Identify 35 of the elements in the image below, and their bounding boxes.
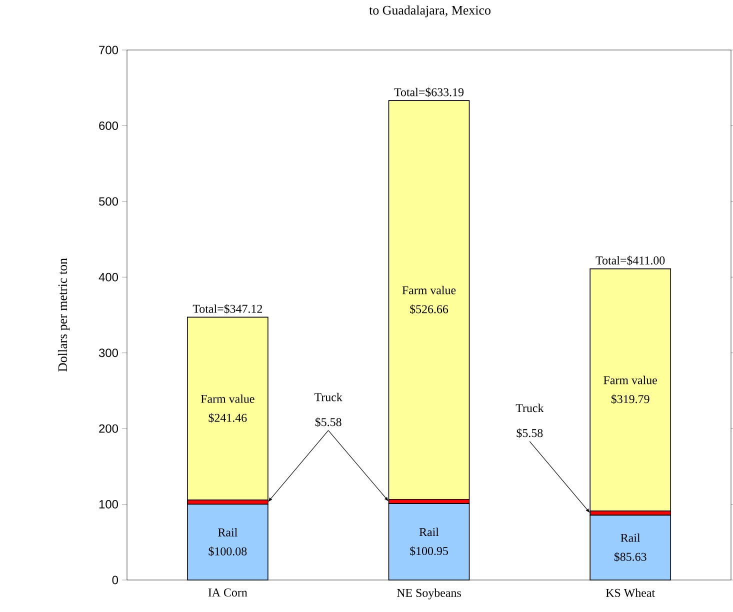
series-label: Rail <box>620 534 640 542</box>
series-label: Farm value <box>402 286 456 294</box>
y-tick-label: 500 <box>99 197 118 206</box>
total-label: Total=$347.12 <box>192 304 262 314</box>
chart-title: to Guadalajara, Mexico <box>369 6 490 18</box>
total-label: Total=$633.19 <box>394 87 464 98</box>
annotation: Truck <box>314 392 342 402</box>
y-tick-label: 100 <box>99 500 118 509</box>
y-tick-label: 400 <box>98 272 118 282</box>
data-label: $526.66 <box>410 304 448 314</box>
y-tick-label: 0 <box>112 576 118 584</box>
bar <box>187 316 268 500</box>
y-tick-label: 300 <box>98 348 118 358</box>
annotation: Truck <box>516 404 544 412</box>
bar <box>590 268 672 512</box>
x-tick-label: NE Soybeans <box>396 588 461 600</box>
text: Rail <box>218 528 238 536</box>
x-tick-label: IA Corn <box>208 588 248 597</box>
data-label: $319.79 <box>611 394 650 404</box>
data-label: $85.63 <box>614 552 646 562</box>
y-tick-label: 600 <box>99 121 118 130</box>
total-label: Total=$411.00 <box>596 256 665 266</box>
data-label: $100.95 <box>410 546 448 556</box>
y-tick-label: 700 <box>99 46 118 54</box>
y-axis-title: Dollars per metric ton <box>58 258 70 372</box>
bar <box>388 100 470 500</box>
x-tick-label: KS Wheat <box>606 588 655 598</box>
data-label: $241.46 <box>208 413 247 423</box>
data-label: $100.08 <box>208 546 247 556</box>
text: Farm value <box>604 376 657 384</box>
text: Farm value <box>200 394 254 403</box>
data-label: $5.58 <box>315 417 342 427</box>
data-label: $5.58 <box>516 428 543 438</box>
text: Rail <box>419 528 439 536</box>
y-tick-label: 200 <box>99 424 118 433</box>
